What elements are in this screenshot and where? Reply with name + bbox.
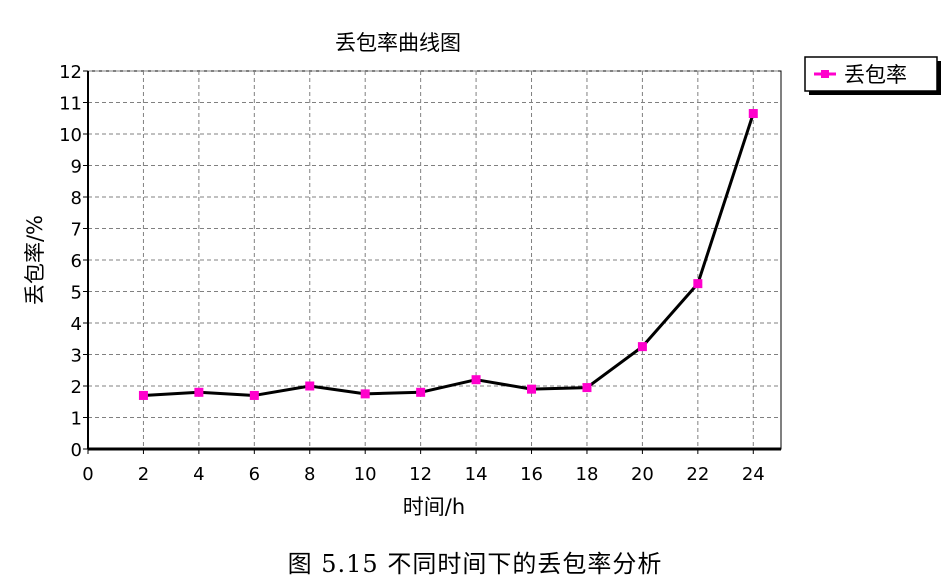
series-lines: [143, 113, 755, 397]
x-tick-label: 2: [138, 464, 149, 485]
data-point: [471, 375, 481, 385]
x-tick-label: 18: [576, 464, 599, 485]
y-tick-label: 5: [71, 283, 82, 304]
y-tick-label: 11: [59, 94, 82, 115]
x-tick-label: 6: [249, 464, 260, 485]
legend-marker: [821, 70, 829, 78]
x-tick-label: 8: [304, 464, 315, 485]
figure-caption: 图 5.15 不同时间下的丢包率分析: [287, 550, 663, 578]
data-point: [360, 389, 370, 399]
x-tick-label: 10: [354, 464, 377, 485]
data-point: [693, 279, 703, 289]
axes: [83, 70, 781, 454]
y-tick-label: 10: [59, 125, 82, 146]
data-point: [527, 384, 537, 394]
data-point: [138, 390, 148, 400]
y-tick-label: 4: [71, 314, 82, 335]
y-tick-label: 9: [71, 157, 82, 178]
x-tick-label: 4: [193, 464, 204, 485]
y-tick-label: 1: [71, 409, 82, 430]
data-point: [249, 390, 259, 400]
y-tick-label: 8: [71, 188, 82, 209]
data-point: [305, 381, 315, 391]
x-tick-label: 16: [520, 464, 543, 485]
y-axis-label: 丢包率/%: [23, 215, 47, 305]
x-tick-label: 24: [742, 464, 765, 485]
y-tick-label: 3: [71, 346, 82, 367]
line-chart: 丢包率曲线图 0 2 4 6 8 10 12 14 16 18 20 22 24 01234567891…: [23, 31, 941, 519]
y-tick-label: 7: [71, 220, 82, 241]
data-point: [416, 387, 426, 397]
x-tick-label: 12: [409, 464, 432, 485]
x-tick-label: 20: [631, 464, 654, 485]
x-tick-labels: 0 2 4 6 8 10 12 14 16 18 20 22 24: [82, 464, 764, 485]
grid-lines: [88, 70, 781, 449]
chart-title: 丢包率曲线图: [335, 31, 461, 55]
x-tick-label: 22: [686, 464, 709, 485]
x-tick-label: 14: [465, 464, 488, 485]
x-tick-label: 0: [82, 464, 93, 485]
x-axis-label: 时间/h: [403, 495, 465, 519]
data-point: [748, 109, 758, 119]
data-point: [582, 383, 592, 393]
data-point: [194, 387, 204, 397]
data-point: [637, 342, 647, 352]
y-tick-label: 6: [71, 251, 82, 272]
y-tick-label: 2: [71, 377, 82, 398]
legend-label: 丢包率: [844, 63, 907, 87]
y-tick-label: 12: [59, 62, 82, 83]
series-markers: [138, 109, 758, 400]
y-tick-label: 0: [71, 440, 82, 461]
series-line: [143, 113, 755, 397]
legend: 丢包率: [804, 56, 941, 95]
